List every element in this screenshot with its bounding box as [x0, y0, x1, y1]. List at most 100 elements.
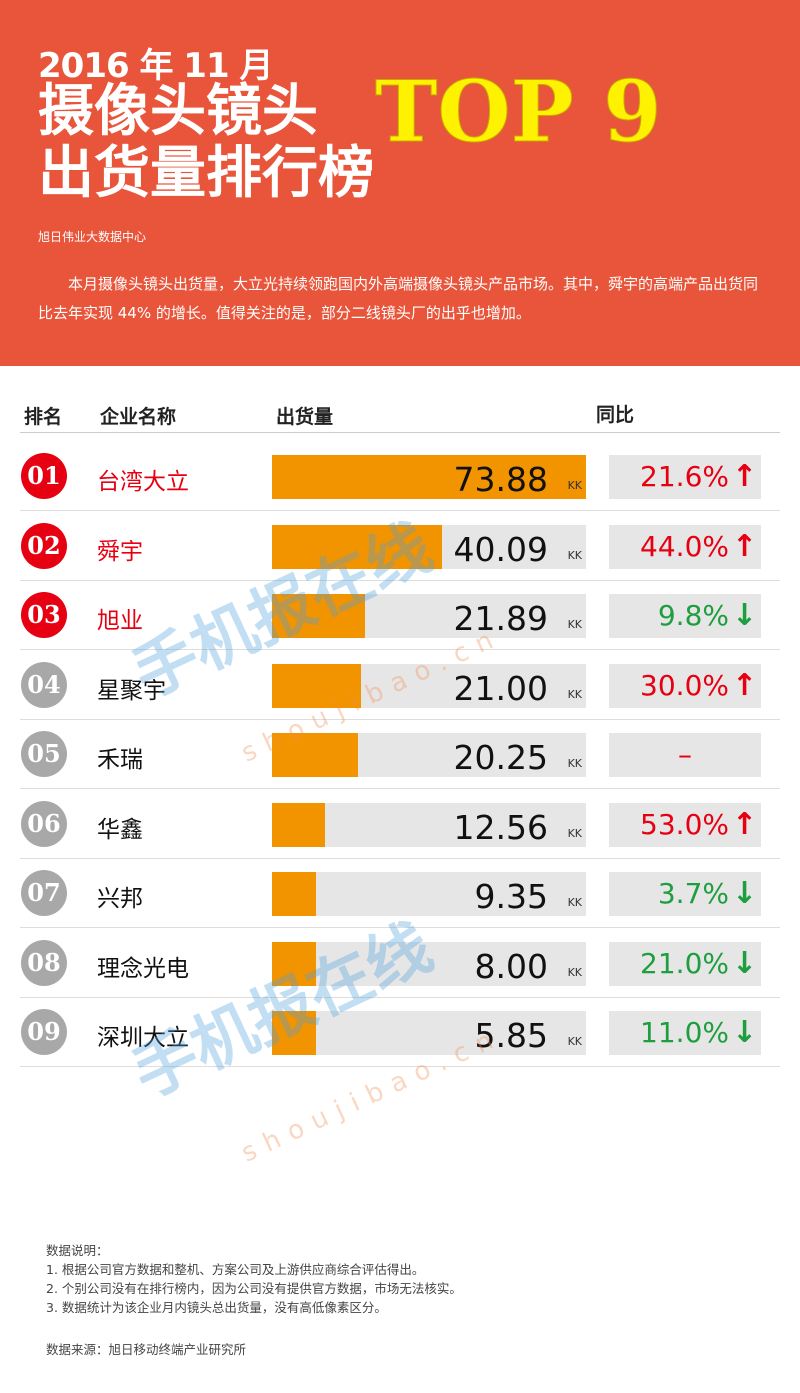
- arrow-up-icon: ↑: [731, 667, 757, 703]
- bar-track: 12.56 KK: [272, 802, 586, 847]
- col-header-name: 企业名称: [100, 406, 177, 428]
- unit-label: KK: [567, 618, 582, 631]
- yoy-value: 21.0%: [640, 946, 729, 980]
- rank-badge: 08: [21, 939, 67, 986]
- header-title-line2: 出货量排行榜: [38, 141, 374, 206]
- unit-label: KK: [567, 757, 582, 770]
- unit-label: KK: [567, 479, 582, 492]
- unit-label: KK: [567, 548, 582, 562]
- company-name: 理念光电: [97, 955, 189, 982]
- yoy-change: 53.0% ↑: [609, 802, 761, 847]
- col-header-shipment: 出货量: [276, 406, 334, 428]
- table-row: 01 台湾大立 73.88 KK 21.6% ↑: [0, 442, 800, 511]
- company-name: 舜宇: [97, 538, 143, 565]
- row-divider: [20, 996, 780, 998]
- top9-badge: TOP 9: [375, 62, 663, 162]
- bar-fill: [272, 1011, 316, 1055]
- company-name: 兴邦: [97, 886, 143, 912]
- row-divider: [20, 927, 780, 928]
- table-row: 06 华鑫 12.56 KK 53.0% ↑: [0, 790, 800, 859]
- yoy-change: 30.0% ↑: [609, 663, 761, 708]
- arrow-up-icon: ↑: [731, 528, 757, 564]
- bar-fill: [272, 733, 359, 777]
- bar-track: 9.35 KK: [272, 872, 586, 916]
- value-label: 21.00: [453, 668, 548, 708]
- yoy-value: 3.7%: [657, 877, 729, 910]
- company-name: 深圳大立: [97, 1025, 189, 1051]
- table-row: 04 星聚宇 21.00 KK 30.0% ↑: [0, 651, 800, 720]
- yoy-change: 44.0% ↑: [609, 524, 761, 569]
- value-label: 12.56: [453, 807, 548, 847]
- unit-label: KK: [567, 965, 582, 979]
- bar-fill: [272, 802, 326, 847]
- arrow-down-icon: ↓: [731, 1015, 757, 1050]
- company-name: 禾瑞: [97, 747, 143, 773]
- bar-fill: [272, 594, 366, 638]
- note-item: 2. 个别公司没有在排行榜内，因为公司没有提供官方数据，市场无法核实。: [46, 1281, 462, 1296]
- bar-fill: [272, 872, 316, 916]
- row-divider: [20, 788, 780, 789]
- bar-fill: [272, 663, 362, 708]
- data-source: 数据来源：旭日移动终端产业研究所: [46, 1342, 247, 1357]
- bar-fill: [272, 455, 586, 499]
- table-row: 05 禾瑞 20.25 KK –: [0, 720, 800, 789]
- rank-badge: 04: [21, 661, 67, 708]
- header-source: 旭日伟业大数据中心: [38, 230, 147, 244]
- table-row: 08 理念光电 8.00 KK 21.0% ↓: [0, 929, 800, 998]
- row-divider: [20, 579, 780, 581]
- company-name: 台湾大立: [97, 469, 189, 495]
- yoy-change: 21.6% ↑: [609, 455, 761, 499]
- bar-track: 21.89 KK: [272, 594, 586, 638]
- arrow-down-icon: ↓: [731, 945, 757, 981]
- rank-badge: 01: [21, 453, 67, 499]
- company-name: 华鑫: [97, 816, 143, 843]
- unit-label: KK: [567, 896, 582, 909]
- unit-label: KK: [567, 826, 582, 840]
- yoy-value: –: [678, 738, 692, 771]
- rank-badge: 07: [21, 870, 67, 916]
- arrow-down-icon: ↓: [731, 598, 757, 633]
- data-notes: 数据说明： 1. 根据公司官方数据和整机、方案公司及上游供应商综合评估得出。 2…: [46, 1241, 462, 1317]
- yoy-value: 11.0%: [640, 1016, 729, 1049]
- arrow-down-icon: ↓: [731, 876, 757, 911]
- unit-label: KK: [567, 687, 582, 701]
- row-divider: [20, 510, 780, 511]
- value-label: 73.88: [453, 460, 548, 499]
- value-label: 21.89: [453, 599, 548, 638]
- col-header-rank: 排名: [24, 406, 63, 428]
- bar-track: 8.00 KK: [272, 941, 586, 986]
- bar-track: 73.88 KK: [272, 455, 586, 499]
- table-row: 02 舜宇 40.09 KK 44.0% ↑: [0, 512, 800, 581]
- bar-track: 40.09 KK: [272, 524, 586, 569]
- header-title-line1: 摄像头镜头: [38, 79, 318, 144]
- value-label: 8.00: [474, 946, 548, 986]
- intro-text: 本月摄像头镜头出货量，大立光持续领跑国内外高端摄像头镜头产品市场。其中，舜宇的高…: [38, 275, 759, 322]
- rank-badge: 09: [21, 1009, 67, 1055]
- note-item: 3. 数据统计为该企业月内镜头总出货量，没有高低像素区分。: [46, 1300, 387, 1315]
- yoy-value: 30.0%: [640, 668, 729, 702]
- company-name: 星聚宇: [97, 677, 166, 704]
- table-row: 09 深圳大立 5.85 KK 11.0% ↓: [0, 998, 800, 1067]
- yoy-change: 21.0% ↓: [609, 941, 761, 986]
- yoy-value: 21.6%: [640, 460, 729, 493]
- value-label: 20.25: [453, 738, 548, 777]
- yoy-change: –: [609, 733, 761, 777]
- bar-fill: [272, 941, 316, 986]
- table-row: 03 旭业 21.89 KK 9.8% ↓: [0, 581, 800, 650]
- row-divider: [20, 1066, 780, 1067]
- value-label: 40.09: [453, 529, 548, 569]
- rank-badge: 05: [21, 731, 67, 777]
- bar-track: 20.25 KK: [272, 733, 586, 777]
- value-label: 9.35: [474, 877, 548, 916]
- col-header-yoy: 同比: [596, 404, 635, 426]
- header-banner: 2016 年 11 月 摄像头镜头 出货量排行榜 TOP 9 旭日伟业大数据中心…: [0, 0, 800, 366]
- header-divider: [20, 432, 780, 433]
- rank-badge: 02: [21, 522, 67, 569]
- row-divider: [20, 649, 780, 650]
- arrow-up-icon: ↑: [731, 806, 757, 842]
- note-item: 1. 根据公司官方数据和整机、方案公司及上游供应商综合评估得出。: [46, 1262, 425, 1277]
- arrow-up-icon: ↑: [731, 459, 757, 494]
- unit-label: KK: [567, 1035, 582, 1048]
- header-date: 2016 年 11 月: [38, 46, 273, 86]
- yoy-change: 3.7% ↓: [609, 872, 761, 916]
